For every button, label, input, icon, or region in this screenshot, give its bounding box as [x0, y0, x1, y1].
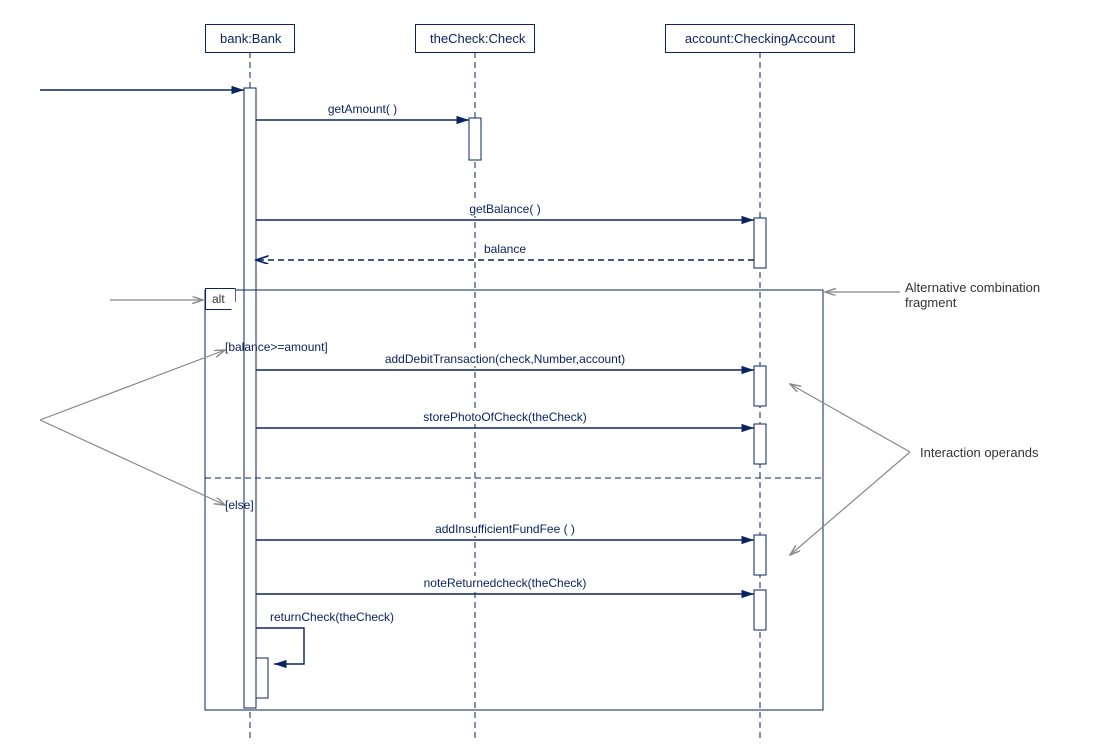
message-label: storePhotoOfCheck(theCheck): [419, 410, 590, 424]
participant-bank: bank:Bank: [205, 24, 295, 53]
participant-check: theCheck:Check: [415, 24, 535, 53]
message-label: addInsufficientFundFee ( ): [431, 522, 579, 536]
guard-2: [else]: [225, 498, 254, 512]
message-label: addDebitTransaction(check,Number,account…: [381, 352, 629, 366]
guard-1: [balance>=amount]: [225, 340, 328, 354]
sequence-diagram: [0, 0, 1112, 750]
alt-fragment-tag: alt: [205, 288, 236, 310]
annotation-text: Alternative combinationfragment: [905, 280, 1040, 310]
self-message-label: returnCheck(theCheck): [266, 610, 398, 624]
annotation-text: Interaction operands: [920, 445, 1039, 460]
message-label: getBalance( ): [465, 202, 544, 216]
message-label: noteReturnedcheck(theCheck): [420, 576, 591, 590]
message-label: getAmount( ): [324, 102, 401, 116]
participant-account: account:CheckingAccount: [665, 24, 855, 53]
message-label: balance: [480, 242, 530, 256]
